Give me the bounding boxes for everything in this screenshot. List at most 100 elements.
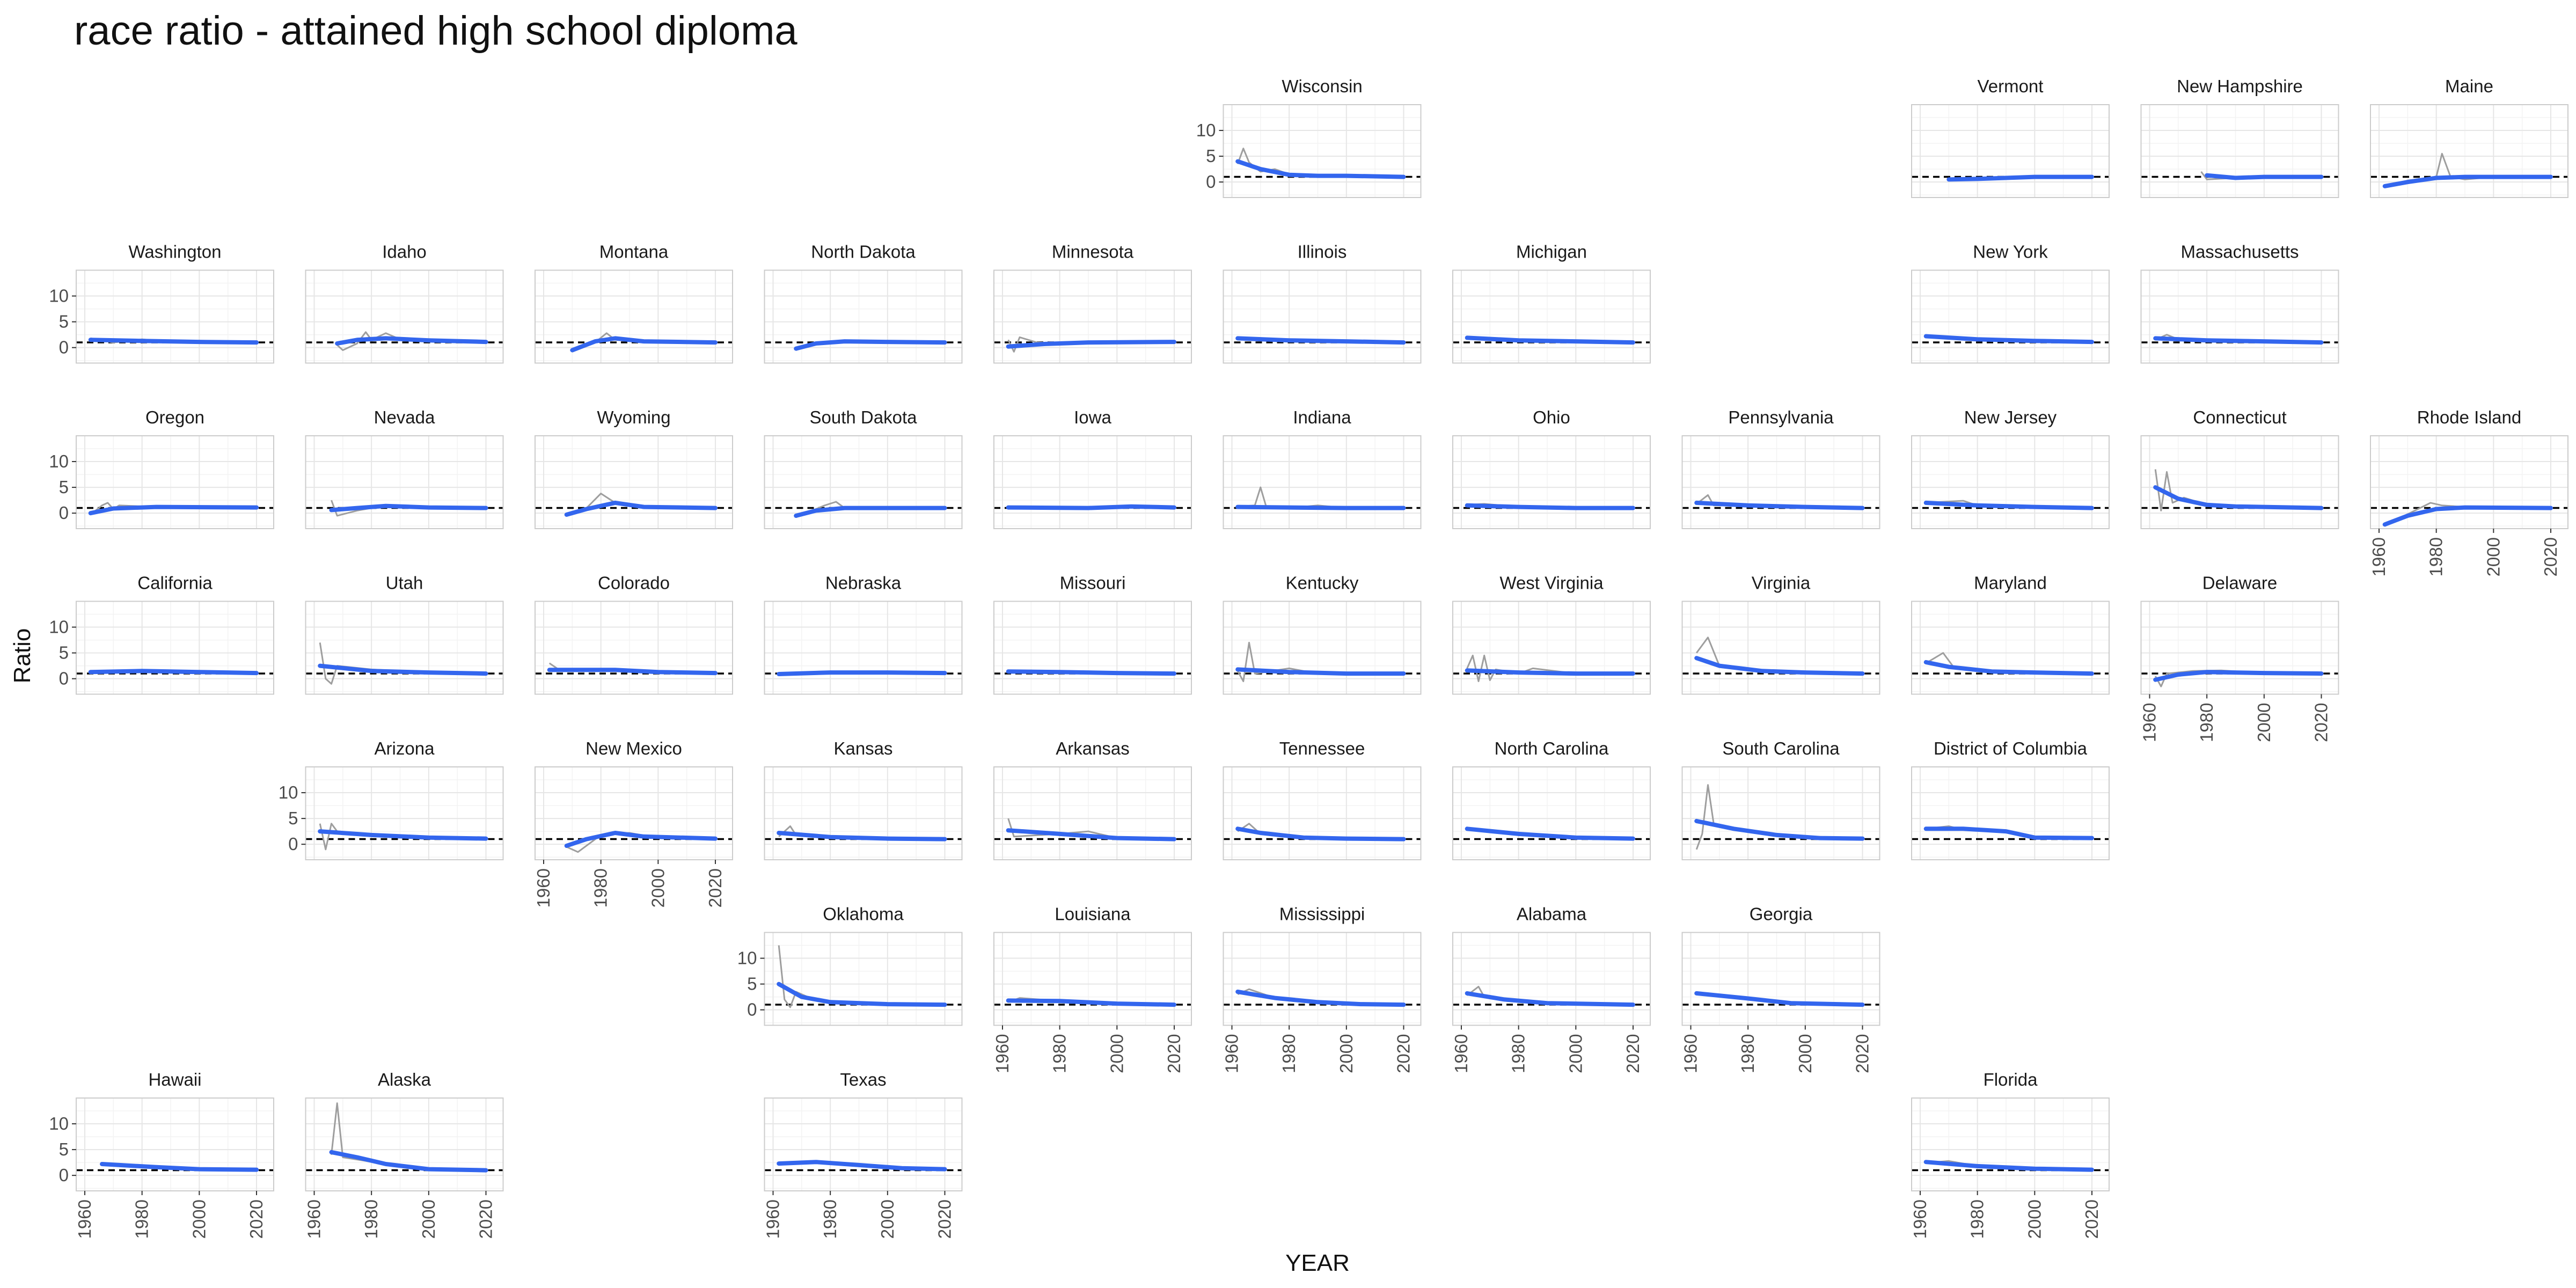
panel-title: Florida — [1984, 1070, 2038, 1089]
y-tick-label: 5 — [1206, 146, 1216, 166]
panel-border — [305, 601, 504, 695]
smooth-series-line — [1694, 500, 1865, 510]
panel-title: Virginia — [1752, 573, 1811, 593]
panel-nebraska: Nebraska — [764, 573, 963, 695]
smooth-series-line — [1694, 818, 1865, 841]
smooth-series-line — [1235, 159, 1406, 179]
panel-arkansas: Arkansas — [993, 738, 1192, 860]
smooth-series-line — [794, 339, 947, 351]
panel-title: Ohio — [1533, 407, 1570, 427]
panel-border — [1681, 601, 1880, 695]
panel-border — [535, 766, 733, 860]
smooth-series-line — [1006, 340, 1176, 349]
panel-border — [1681, 766, 1880, 860]
panel-kentucky: Kentucky — [1223, 573, 1422, 695]
panel-massachusetts: Massachusetts — [2140, 242, 2339, 364]
y-tick-label: 5 — [59, 643, 69, 663]
smooth-series-line — [318, 829, 488, 841]
panel-background — [1223, 270, 1421, 363]
panel-background — [1223, 601, 1421, 694]
panel-background — [535, 270, 733, 363]
x-tick-label: 1980 — [2197, 703, 2216, 742]
panel-title: North Dakota — [811, 242, 916, 262]
x-tick-label: 2020 — [1853, 1034, 1872, 1073]
panel-title: Wyoming — [597, 407, 670, 427]
panel-idaho: Idaho — [305, 242, 504, 364]
panel-title: Vermont — [1978, 76, 2044, 96]
x-tick-label: 2020 — [2541, 537, 2560, 576]
panel-title: Oklahoma — [823, 904, 904, 924]
panel-title: Utah — [386, 573, 423, 593]
panel-background — [1912, 1098, 2109, 1191]
y-tick-label: 10 — [279, 782, 298, 802]
smooth-series-line — [1465, 335, 1635, 345]
panel-border — [76, 601, 274, 695]
panel-title: Wisconsin — [1282, 76, 1362, 96]
panel-background — [1682, 436, 1880, 529]
panel-title: Missouri — [1060, 573, 1126, 593]
panel-background — [1223, 932, 1421, 1026]
smooth-series-line — [88, 669, 259, 676]
panel-hawaii: Hawaii — [76, 1070, 274, 1191]
panel-background — [305, 767, 503, 860]
panel-border — [535, 269, 733, 364]
smooth-series-line — [564, 500, 718, 517]
panel-tennessee: Tennessee — [1223, 738, 1422, 860]
y-tick-label: 10 — [49, 617, 69, 637]
panel-title: Arizona — [375, 738, 435, 758]
panel-title: New Jersey — [1964, 407, 2057, 427]
x-tick-label: 2020 — [246, 1199, 266, 1239]
panel-title: Delaware — [2202, 573, 2277, 593]
smooth-series-line — [100, 1162, 259, 1172]
x-tick-label: 2020 — [1623, 1034, 1643, 1073]
panel-vermont: Vermont — [1911, 76, 2110, 198]
panel-border — [1911, 104, 2110, 198]
panel-title: Louisiana — [1055, 904, 1131, 924]
smooth-series-line — [1946, 174, 2094, 182]
y-tick-label: 0 — [59, 503, 69, 523]
panel-california: California — [76, 573, 274, 695]
smooth-series-line — [88, 504, 259, 516]
panel-title: West Virginia — [1499, 573, 1604, 593]
panel-maryland: Maryland — [1911, 573, 2110, 695]
y-tick-label: 5 — [288, 808, 298, 828]
panel-background — [2141, 601, 2339, 694]
x-tick-label: 2000 — [1107, 1034, 1126, 1073]
x-tick-label: 1980 — [1738, 1034, 1758, 1073]
panel-background — [1912, 767, 2109, 860]
panel-montana: Montana — [535, 242, 733, 364]
panel-title: North Carolina — [1495, 738, 1609, 758]
panel-border — [993, 269, 1192, 364]
panel-title: Kansas — [833, 738, 892, 758]
x-tick-label: 1960 — [75, 1199, 94, 1239]
panel-background — [535, 601, 733, 694]
smooth-series-line — [1923, 1160, 2094, 1172]
panel-illinois: Illinois — [1223, 242, 1422, 364]
x-tick-label: 1960 — [1910, 1199, 1930, 1239]
x-tick-label: 1980 — [1509, 1034, 1528, 1073]
panel-border — [1223, 601, 1422, 695]
panel-title: District of Columbia — [1934, 738, 2088, 758]
panel-arizona: Arizona — [305, 738, 504, 860]
smooth-series-line — [1923, 660, 2094, 676]
panel-border — [764, 601, 963, 695]
panel-washington: Washington — [76, 242, 274, 364]
panel-border — [1452, 269, 1651, 364]
smooth-series-line — [794, 506, 947, 518]
x-tick-label: 2020 — [935, 1199, 955, 1239]
smooth-series-line — [1006, 828, 1176, 841]
panel-alabama: Alabama — [1452, 904, 1651, 1026]
panel-louisiana: Louisiana — [993, 904, 1192, 1026]
smooth-series-line — [1235, 504, 1406, 510]
panel-border — [1223, 932, 1422, 1026]
panel-background — [76, 270, 274, 363]
smooth-series-line — [335, 336, 488, 346]
smooth-series-line — [1235, 667, 1406, 676]
panel-border — [76, 1097, 274, 1191]
panel-border — [535, 435, 733, 529]
panel-title: Texas — [840, 1070, 886, 1089]
panel-border — [2370, 104, 2568, 198]
smooth-series-line — [777, 982, 947, 1007]
smooth-series-line — [2153, 336, 2324, 345]
x-tick-label: 2000 — [2483, 537, 2503, 576]
